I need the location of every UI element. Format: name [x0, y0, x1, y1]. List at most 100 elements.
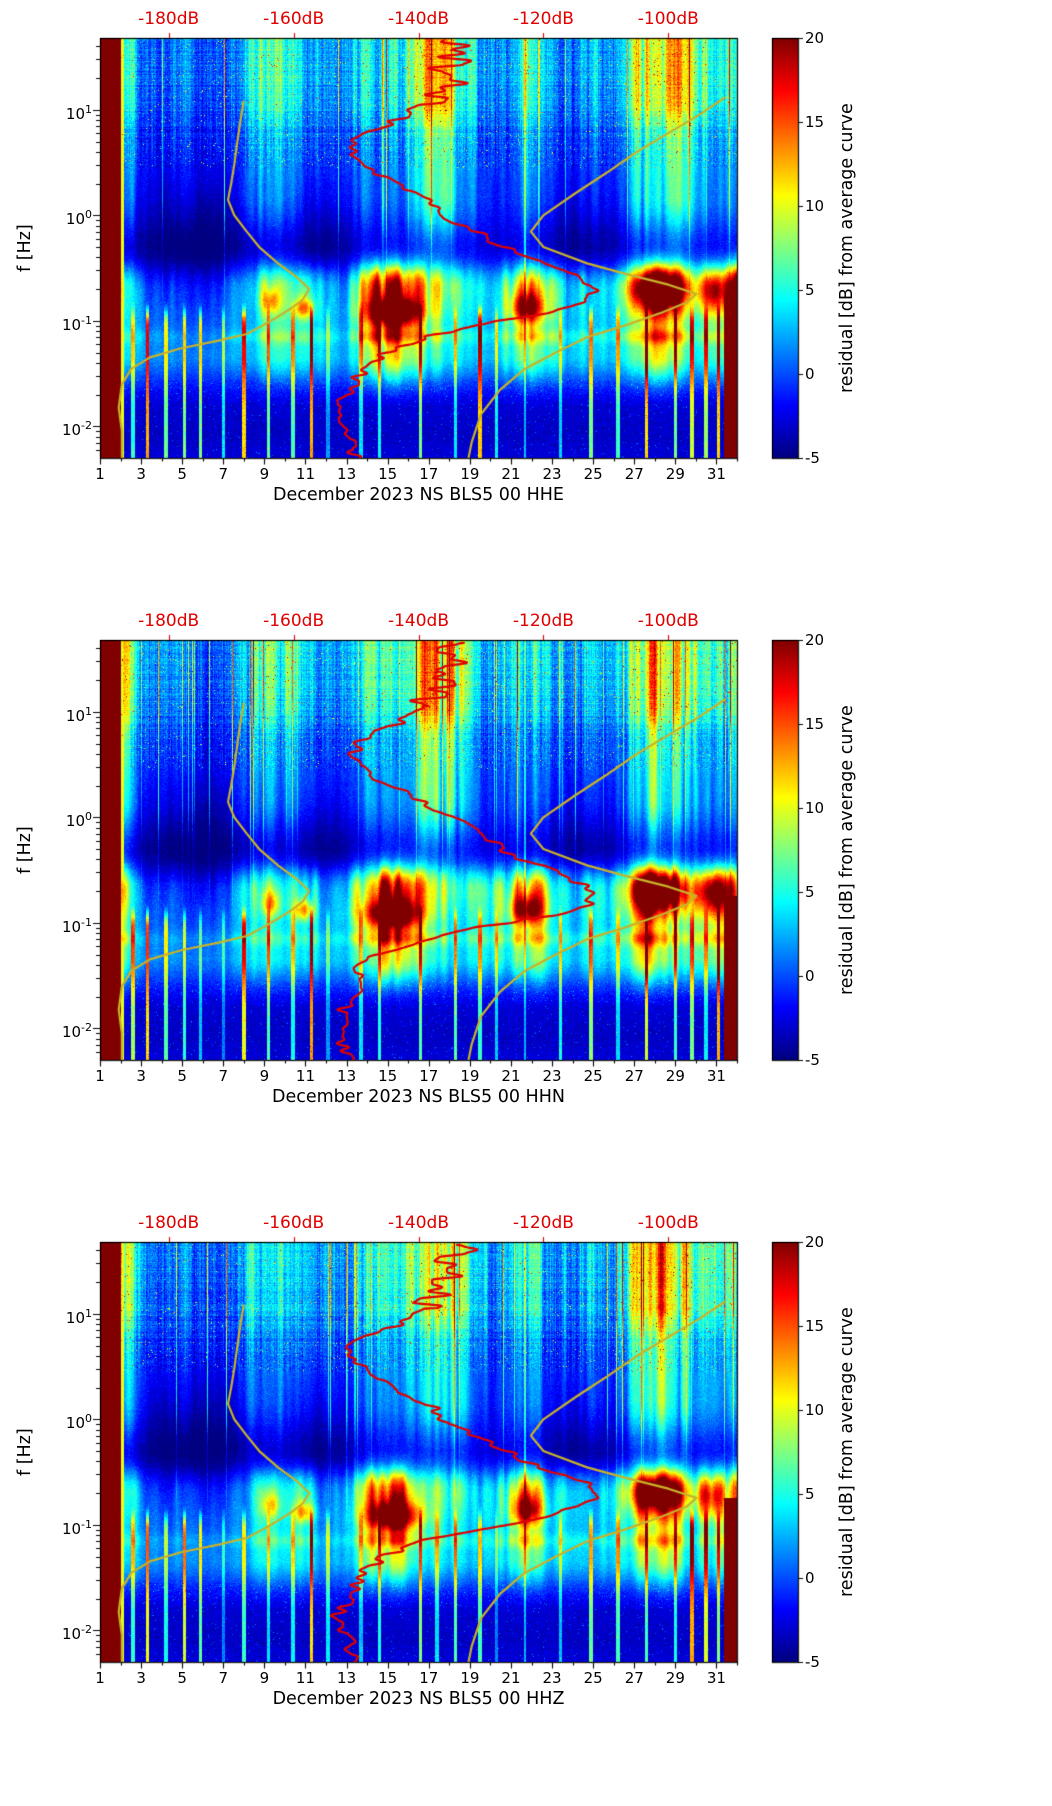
x-tick-label: 3 [136, 1669, 146, 1687]
top-db-tick-label: -180dB [138, 1213, 200, 1233]
x-tick-label: 27 [624, 1067, 644, 1085]
x-tick-label: 21 [501, 465, 521, 483]
x-tick-label: 23 [542, 465, 562, 483]
x-tick-label: 31 [706, 1669, 726, 1687]
colorbar-tick-label: 0 [805, 1569, 815, 1587]
top-db-tick-label: -140dB [387, 9, 450, 29]
colorbar-tick-label: 10 [805, 197, 825, 215]
colorbar-tick-label: 5 [805, 883, 815, 901]
x-tick-label: 5 [177, 1669, 187, 1687]
x-tick-label: 15 [378, 465, 398, 483]
colorbar-tick-label: 10 [805, 1401, 825, 1419]
x-tick-label: 17 [419, 465, 439, 483]
colorbar-tick-label: -5 [805, 449, 820, 467]
spectrogram-panel-hhe: -180dB -160dB -140dB -120dB -100dB 1 3 5 7 9 11 13 1… [0, 0, 1052, 602]
colorbar-tick-label: 0 [805, 967, 815, 985]
x-tick-label: 1 [95, 1067, 105, 1085]
x-tick-label: 29 [665, 1669, 685, 1687]
top-db-tick-label: -100dB [637, 9, 699, 29]
x-tick-label: 21 [501, 1669, 521, 1687]
x-tick-label: 1 [95, 1669, 105, 1687]
top-db-tick-label: -180dB [138, 611, 200, 631]
top-db-tick-label: -180dB [138, 9, 200, 29]
y-tick-label: 100 [65, 208, 92, 229]
x-tick-label: 25 [583, 465, 603, 483]
x-tick-label: 31 [706, 1067, 726, 1085]
spectrogram-panel-hhz: -180dB -160dB -140dB -120dB -100dB 1 3 5 7 9 11 13 1… [0, 1204, 1052, 1806]
x-tick-label: 3 [136, 1067, 146, 1085]
y-tick-label: 100 [65, 1412, 92, 1433]
colorbar-tick-label: -5 [805, 1051, 820, 1069]
x-tick-label: 31 [706, 465, 726, 483]
colorbar-tick-label: 20 [805, 1233, 825, 1251]
x-tick-label: 5 [177, 1067, 187, 1085]
x-tick-label: 7 [218, 1669, 229, 1687]
x-tick-label: 29 [665, 1067, 685, 1085]
colorbar-tick-label: 20 [805, 29, 825, 47]
top-db-tick-label: -100dB [637, 1213, 699, 1233]
axes-decor-canvas [0, 1204, 1052, 1806]
spectrogram-panel-hhn: -180dB -160dB -140dB -120dB -100dB 1 3 5 7 9 11 13 1… [0, 602, 1052, 1204]
x-tick-label: 27 [624, 1669, 644, 1687]
x-tick-label: 1 [95, 465, 105, 483]
colorbar-tick-label: 5 [805, 1485, 815, 1503]
x-tick-label: 25 [583, 1669, 603, 1687]
axes-decor-canvas [0, 0, 1052, 602]
x-tick-label: 15 [378, 1067, 398, 1085]
y-tick-label: 101 [65, 704, 92, 725]
x-tick-label: 23 [542, 1669, 562, 1687]
top-db-tick-label: -100dB [637, 611, 699, 631]
top-db-tick-label: -140dB [387, 1213, 450, 1233]
y-tick-label: 10-2 [61, 1623, 92, 1644]
colorbar-tick-label: 15 [805, 113, 825, 131]
x-tick-label: 15 [378, 1669, 398, 1687]
top-db-tick-label: -140dB [387, 611, 450, 631]
x-tick-label: 19 [460, 1669, 480, 1687]
y-tick-label: 101 [65, 1306, 92, 1327]
x-tick-label: 11 [295, 465, 316, 483]
x-tick-label: 13 [337, 1067, 357, 1085]
label-layer: -180dB -160dB -140dB -120dB -100dB 1 3 5 7 9 11 13 1… [0, 0, 1052, 602]
x-tick-label: 7 [218, 1067, 229, 1085]
colorbar-tick-label: 20 [805, 631, 825, 649]
y-tick-label: 101 [65, 102, 92, 123]
axes-decor-canvas [0, 602, 1052, 1204]
x-tick-label: 19 [460, 1067, 480, 1085]
x-tick-label: 5 [177, 465, 187, 483]
y-tick-label: 10-2 [61, 419, 92, 440]
x-tick-label: 27 [624, 465, 644, 483]
y-tick-label: 10-2 [61, 1021, 92, 1042]
x-tick-label: 9 [259, 1067, 270, 1085]
x-tick-label: 13 [337, 1669, 357, 1687]
top-db-tick-label: -160dB [263, 9, 325, 29]
colorbar-tick-label: 5 [805, 281, 815, 299]
top-db-tick-label: -120dB [512, 1213, 574, 1233]
x-tick-label: 11 [295, 1669, 316, 1687]
x-tick-label: 25 [583, 1067, 603, 1085]
colorbar-tick-label: 10 [805, 799, 825, 817]
top-db-tick-label: -120dB [512, 611, 574, 631]
x-tick-label: 17 [419, 1669, 439, 1687]
colorbar-tick-label: 15 [805, 1317, 825, 1335]
x-tick-label: 7 [218, 465, 229, 483]
label-layer: -180dB -160dB -140dB -120dB -100dB 1 3 5 7 9 11 13 1… [0, 1204, 1052, 1806]
top-db-tick-label: -160dB [263, 1213, 325, 1233]
y-tick-label: 10-1 [61, 915, 92, 936]
y-tick-label: 10-1 [61, 313, 92, 334]
x-tick-label: 17 [419, 1067, 439, 1085]
x-tick-label: 9 [259, 465, 270, 483]
top-db-tick-label: -120dB [512, 9, 574, 29]
colorbar-tick-label: -5 [805, 1653, 820, 1671]
colorbar-tick-label: 0 [805, 365, 815, 383]
x-tick-label: 29 [665, 465, 685, 483]
x-tick-label: 21 [501, 1067, 521, 1085]
colorbar-tick-label: 15 [805, 715, 825, 733]
x-tick-label: 3 [136, 465, 146, 483]
x-tick-label: 11 [295, 1067, 316, 1085]
x-tick-label: 23 [542, 1067, 562, 1085]
x-tick-label: 9 [259, 1669, 270, 1687]
label-layer: -180dB -160dB -140dB -120dB -100dB 1 3 5 7 9 11 13 1… [0, 602, 1052, 1204]
x-tick-label: 19 [460, 465, 480, 483]
x-tick-label: 13 [337, 465, 357, 483]
top-db-tick-label: -160dB [263, 611, 325, 631]
